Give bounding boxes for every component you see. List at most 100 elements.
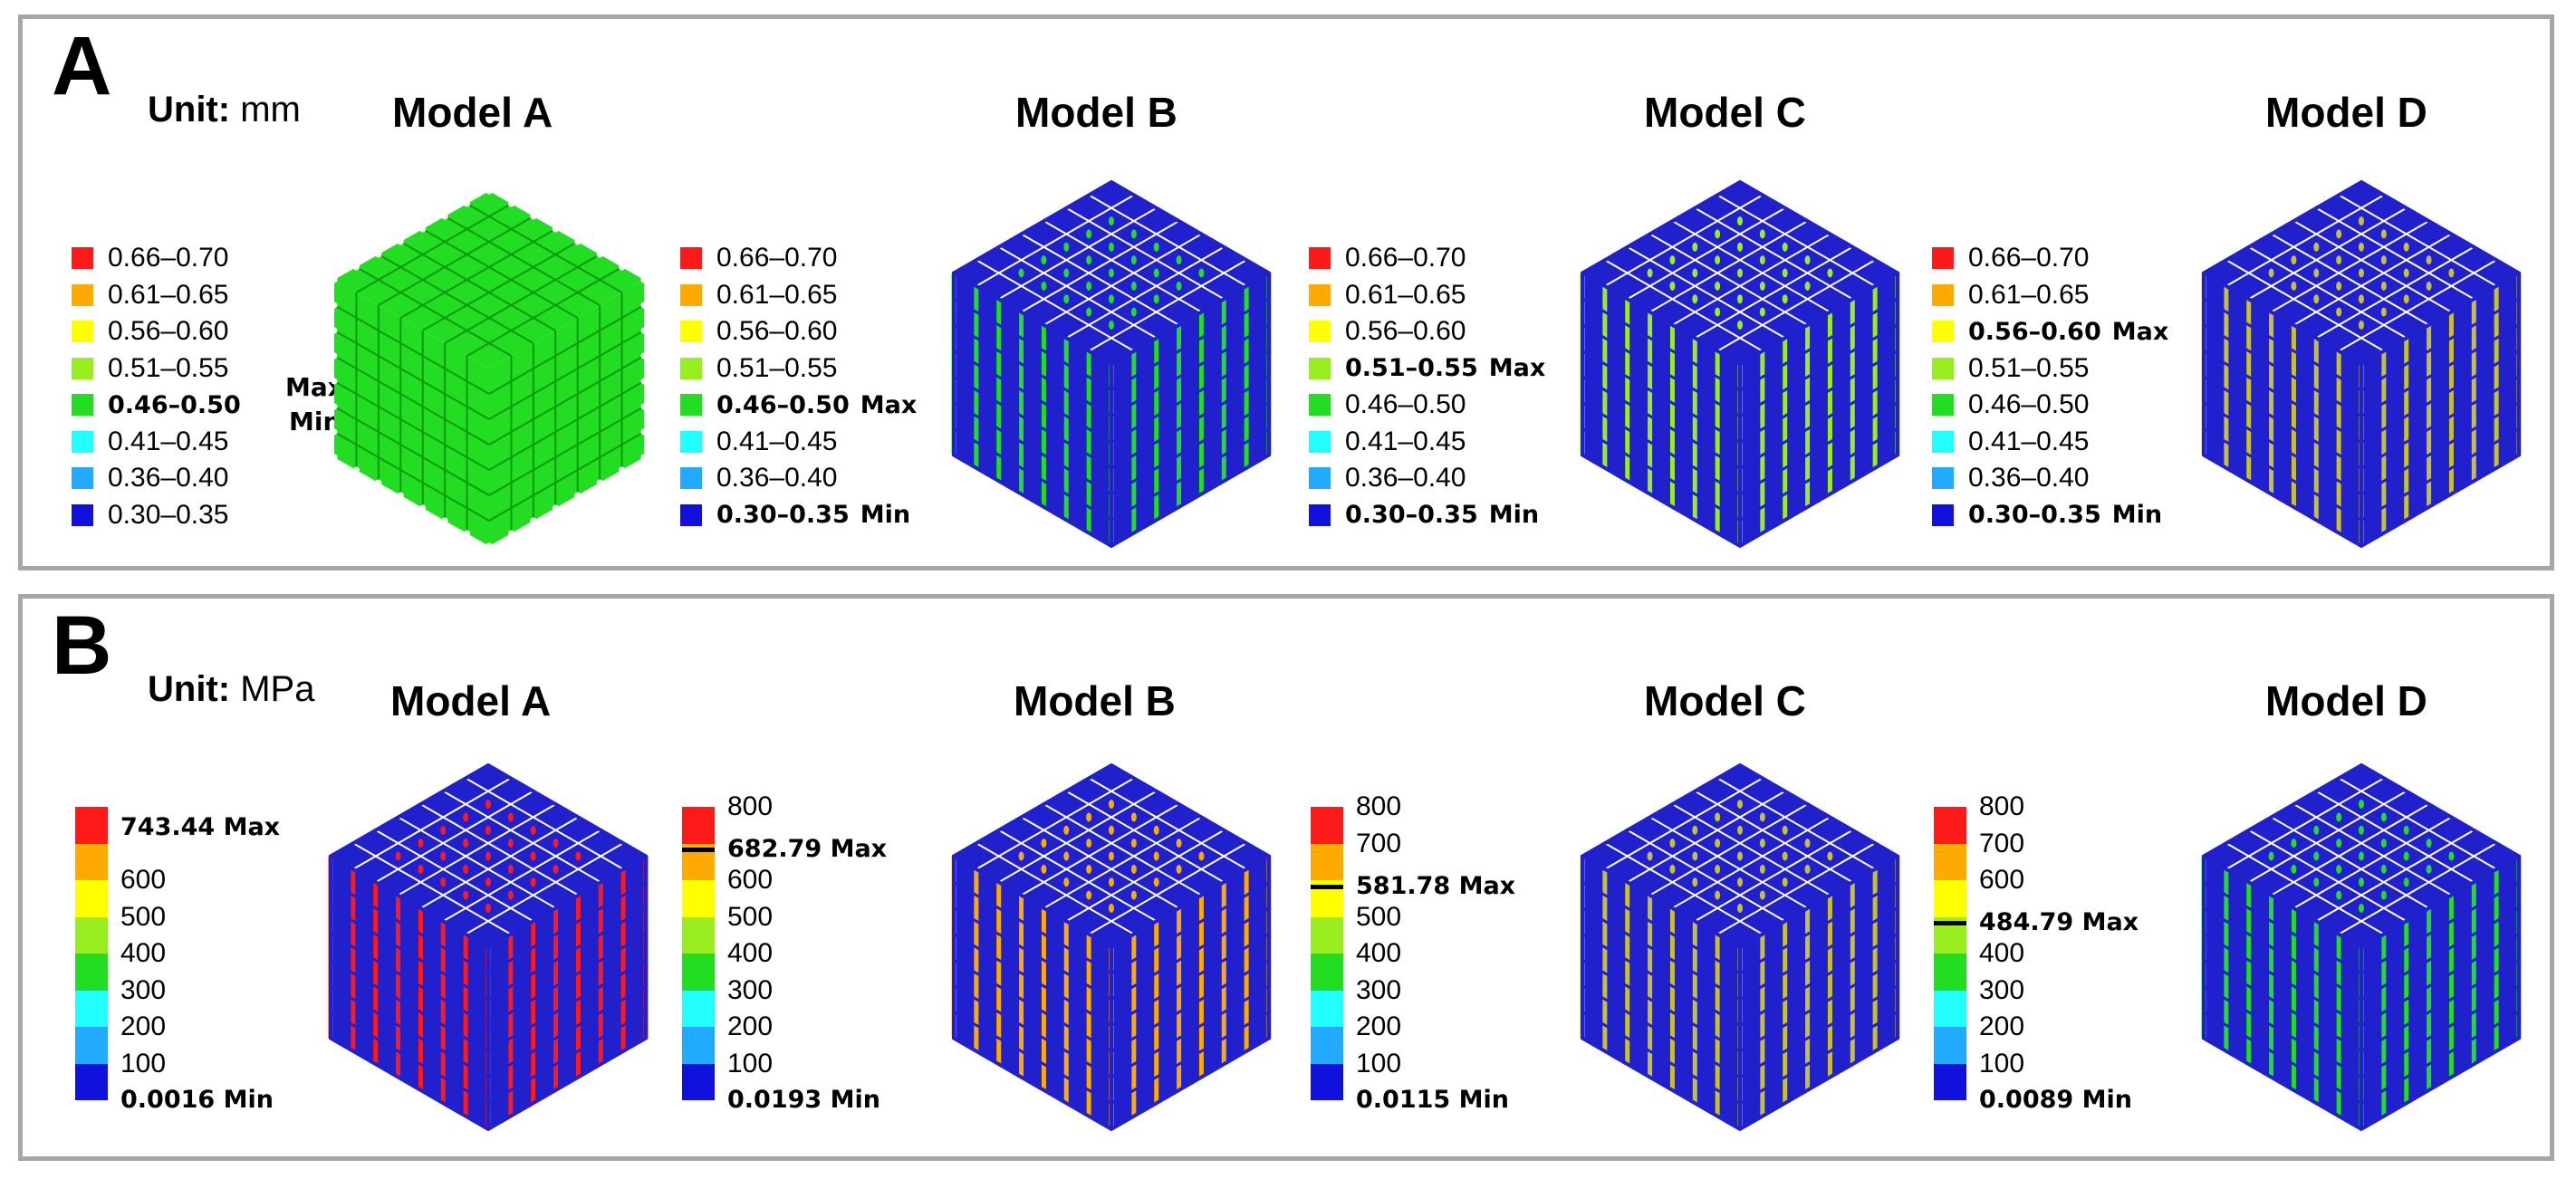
max-value-label: 484.79 Max [1979,907,2139,936]
legend-item: 0.30–0.35 Min [1309,497,1539,533]
legend-swatch [680,321,702,342]
colorbar-segment [75,1027,108,1064]
max-label: Max [860,390,918,419]
legend-swatch [1932,394,1954,416]
legend-item: 0.56–0.60 [72,313,228,350]
legend-swatch [72,283,93,306]
max-label: Max [1488,354,1546,382]
colorbar-segment [682,916,715,954]
colorbar-tick-label: 800 [1356,791,1402,821]
unit-label: Unit: mm [148,90,301,129]
max-value-label: 581.78 Max [1356,872,1516,901]
colorbar-segment [75,916,108,954]
legend-range-label: 0.30–0.35 [1968,501,2101,529]
legend-range-label: 0.51–0.55 [1345,354,1478,382]
colorbar-tick-label: 100 [727,1048,774,1078]
legend-range-label: 0.56–0.60 [1345,316,1466,346]
legend-range-label: 0.51–0.55 [108,352,229,383]
legend-item: 0.36–0.40 [72,460,228,496]
legend-item: 0.56–0.60 Max [1932,313,2168,350]
legend-range-label: 0.51–0.55 [716,352,838,383]
model-title: Model A [390,677,552,724]
colorbar-tick-label: 700 [1356,828,1402,858]
legend-swatch [1309,321,1331,342]
colorbar-segment [75,807,108,844]
legend-range-label: 0.61–0.65 [1345,279,1466,310]
colorbar-segment [682,990,715,1027]
colorbar-segment [1311,843,1343,880]
colorbar-segment [682,1063,715,1100]
max-marker [1934,920,1966,925]
max-value-label: 743.44 Max [120,812,281,841]
min-label: Min [860,501,911,529]
lattice-cube-model-c [1580,762,1900,1132]
legend-range-label: 0.36–0.40 [108,463,229,493]
model-title: Model A [392,89,553,136]
colorbar-segment [682,1027,715,1064]
colorbar [75,807,108,1100]
colorbar-segment [1311,990,1343,1027]
lattice-cube-model-c [1580,179,1900,549]
colorbar-segment [1311,807,1343,844]
colorbar-tick-label: 100 [1356,1048,1402,1078]
min-value-label: 0.0193 Min [727,1086,880,1114]
colorbar-segment [1934,880,1966,917]
legend-item: 0.41–0.45 [1309,424,1466,460]
legend-swatch [1932,321,1954,342]
colorbar-tick-label: 600 [120,865,167,895]
legend-swatch [680,467,702,489]
legend-item: 0.30–0.35 [72,497,228,533]
colorbar-tick-label: 300 [1979,974,2025,1005]
legend-swatch [72,247,93,269]
colorbar-tick-label: 200 [727,1011,774,1041]
lattice-cube-model-b [951,179,1272,549]
legend-range-label: 0.46–0.50 [716,390,850,419]
legend-range-label: 0.36–0.40 [1345,463,1466,493]
colorbar-segment [1311,954,1343,991]
legend-range-label: 0.61–0.65 [1968,279,2090,310]
colorbar-tick-label: 100 [120,1048,167,1078]
legend-item: 0.51–0.55 Max [1309,350,1545,387]
legend-item: 0.66–0.70 [72,240,228,276]
colorbar-tick-label: 500 [120,901,167,932]
legend-range-label: 0.56–0.60 [716,316,838,346]
legend-item: 0.36–0.40 [680,460,837,496]
legend-swatch [72,357,93,379]
colorbar-segment [682,880,715,917]
legend-item: 0.51–0.55 [680,350,837,387]
colorbar-segment [75,880,108,917]
legend-range-label: 0.46–0.50 [1345,389,1466,419]
legend-item: 0.61–0.65 [680,277,837,313]
legend-swatch [72,321,93,342]
colorbar-tick-label: 300 [727,974,774,1005]
legend-item: 0.41–0.45 [1932,424,2089,460]
colorbar-segment [1934,990,1966,1027]
colorbar-segment [682,954,715,991]
colorbar-tick-label: 400 [1356,938,1402,968]
colorbar-tick-label: 200 [1979,1011,2025,1041]
model-title: Model C [1644,89,1806,136]
legend-item: 0.61–0.65 [72,277,228,313]
legend-item: 0.41–0.45 [680,424,837,460]
legend-swatch [1309,430,1331,453]
model-title: Model C [1644,677,1806,724]
legend-swatch [680,394,702,416]
legend-item: 0.51–0.55 [1932,350,2089,387]
model-title: Model B [1015,89,1177,136]
legend-swatch [680,357,702,379]
colorbar-tick-label: 400 [727,938,774,968]
colorbar-segment [1934,954,1966,991]
legend-range-label: 0.66–0.70 [1968,243,2090,273]
colorbar-segment [75,954,108,991]
colorbar-tick-label: 300 [1356,974,1402,1005]
colorbar-segment [1311,916,1343,954]
legend-swatch [72,430,93,453]
max-value-label: 682.79 Max [727,835,888,864]
legend-swatch [72,394,93,416]
legend-range-label: 0.41–0.45 [716,426,838,456]
colorbar [1311,807,1343,1100]
legend-item: 0.46–0.50 Max [680,387,917,423]
max-label: Max [2111,317,2169,346]
unit-label: Unit: MPa [148,669,315,709]
legend-item: 0.36–0.40 [1932,460,2089,496]
